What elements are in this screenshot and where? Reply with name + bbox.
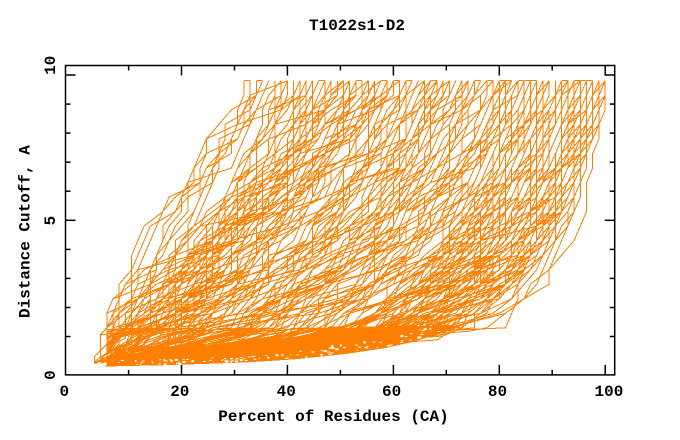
svg-text:40: 40 xyxy=(277,383,296,401)
svg-text:0: 0 xyxy=(42,370,60,380)
svg-text:0: 0 xyxy=(59,383,69,401)
svg-text:20: 20 xyxy=(170,383,189,401)
svg-text:60: 60 xyxy=(382,383,401,401)
svg-text:Percent of Residues (CA): Percent of Residues (CA) xyxy=(218,408,448,426)
svg-text:100: 100 xyxy=(594,383,623,401)
svg-text:80: 80 xyxy=(488,383,507,401)
svg-text:5: 5 xyxy=(42,216,60,226)
svg-text:10: 10 xyxy=(42,56,60,75)
svg-text:T1022s1-D2: T1022s1-D2 xyxy=(309,17,405,35)
svg-text:Distance Cutoff, A: Distance Cutoff, A xyxy=(17,145,35,318)
